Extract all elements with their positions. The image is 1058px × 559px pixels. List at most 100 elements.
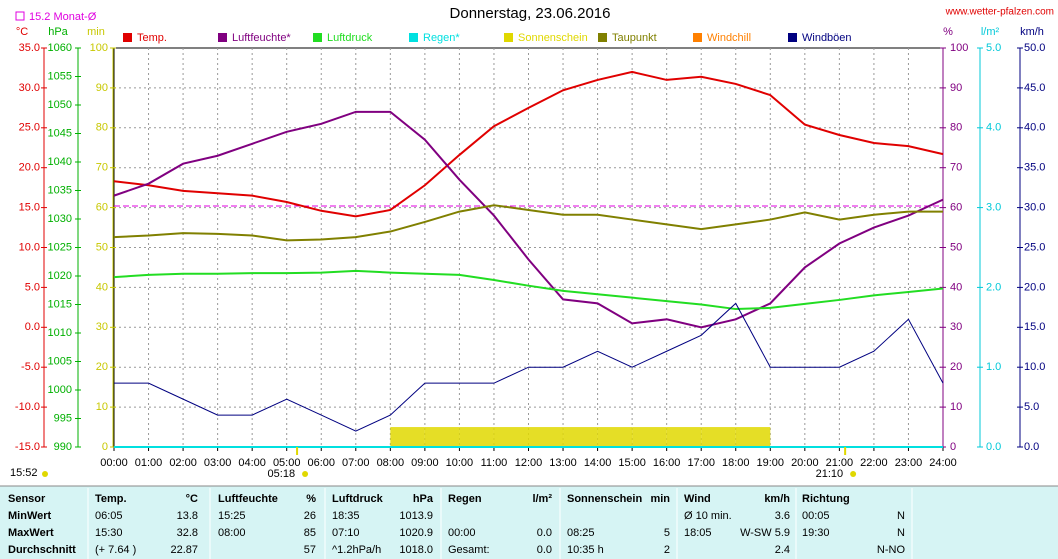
y-tick-label: 1055 (48, 70, 72, 82)
y-tick-label: 30.0 (19, 82, 40, 94)
table-header: Regen (448, 493, 482, 505)
legend-swatch (409, 33, 418, 42)
series-line (113, 110, 944, 329)
table-header: l/m² (532, 493, 552, 505)
table-cell: 2.4 (775, 544, 790, 556)
axis-unit: min (87, 26, 105, 38)
y-tick-label: 10.0 (19, 241, 40, 253)
x-tick-label: 23:00 (895, 457, 923, 469)
table-cell: ^1.2hPa/h (332, 544, 381, 556)
sun-marker (850, 471, 857, 477)
sunshine-bar (424, 427, 460, 447)
y-tick-label: 0.0 (1024, 441, 1039, 453)
table-header: Luftdruck (332, 493, 384, 505)
time-now: 15:52 (10, 467, 38, 479)
table-cell: 85 (304, 527, 316, 539)
y-tick-label: 1030 (48, 213, 72, 225)
y-tick-label: 35.0 (1024, 162, 1045, 174)
table-cell: MinWert (8, 510, 52, 522)
x-tick-label: 14:00 (584, 457, 612, 469)
axis-unit: l/m² (981, 26, 1000, 38)
y-tick-label: 20 (96, 361, 108, 373)
y-tick-label: 995 (54, 412, 72, 424)
table-header: hPa (413, 493, 434, 505)
sunshine-bar (735, 427, 771, 447)
y-tick-label: 1015 (48, 298, 72, 310)
x-tick-label: 13:00 (549, 457, 577, 469)
table-header: °C (186, 493, 198, 505)
y-tick-label: 100 (950, 42, 968, 54)
y-tick-label: 10 (950, 401, 962, 413)
x-tick-label: 10:00 (446, 457, 474, 469)
legend-swatch (693, 33, 702, 42)
y-tick-label: 50 (96, 241, 108, 253)
sunrise-label: 05:18 (268, 468, 296, 480)
y-tick-label: 4.0 (986, 122, 1001, 134)
y-tick-label: 0 (102, 441, 108, 453)
table-cell: 1018.0 (399, 544, 433, 556)
table-cell: 22.87 (170, 544, 198, 556)
y-tick-label: 1005 (48, 355, 72, 367)
table-cell: 00:05 (802, 510, 830, 522)
y-tick-label: 30 (96, 321, 108, 333)
x-tick-label: 17:00 (687, 457, 715, 469)
y-tick-label: 20.0 (19, 162, 40, 174)
sunshine-bar (666, 427, 702, 447)
sunshine-bar (701, 427, 736, 447)
x-tick-label: 03:00 (204, 457, 232, 469)
y-tick-label: 10.0 (1024, 361, 1045, 373)
table-cell: 26 (304, 510, 316, 522)
table-cell: 5 (664, 527, 670, 539)
sunshine-bar (390, 427, 425, 447)
table-cell: 15:25 (218, 510, 246, 522)
legend-label: Temp. (137, 32, 167, 44)
table-cell: 18:35 (332, 510, 360, 522)
y-tick-label: 1060 (48, 42, 72, 54)
y-tick-label: 5.0 (1024, 401, 1039, 413)
x-tick-label: 06:00 (307, 457, 335, 469)
site-link: www.wetter-pfalzen.com (945, 7, 1054, 18)
table-cell: 0.0 (537, 544, 552, 556)
table-header: Luftfeuchte (218, 493, 278, 505)
x-tick-label: 08:00 (377, 457, 405, 469)
y-tick-label: 1025 (48, 241, 72, 253)
x-tick-label: 20:00 (791, 457, 819, 469)
y-tick-label: 20.0 (1024, 281, 1045, 293)
table-cell: MaxWert (8, 527, 54, 539)
x-tick-label: 09:00 (411, 457, 439, 469)
y-tick-label: 80 (950, 122, 962, 134)
y-tick-label: 40.0 (1024, 122, 1045, 134)
x-tick-label: 18:00 (722, 457, 750, 469)
y-tick-label: 80 (96, 122, 108, 134)
y-tick-label: 70 (96, 162, 108, 174)
x-tick-label: 07:00 (342, 457, 370, 469)
y-tick-label: 15.0 (19, 202, 40, 214)
table-header: Sensor (8, 493, 46, 505)
legend-label: Luftfeuchte* (232, 32, 291, 44)
y-tick-label: 0.0 (986, 441, 1001, 453)
x-tick-label: 01:00 (135, 457, 163, 469)
table-cell: N (897, 510, 905, 522)
table-header: Temp. (95, 493, 127, 505)
y-tick-label: 990 (54, 441, 72, 453)
series-line (113, 204, 943, 242)
table-cell: 06:05 (95, 510, 123, 522)
axis-unit: °C (16, 26, 28, 38)
now-marker (42, 471, 48, 477)
y-tick-label: 0 (950, 441, 956, 453)
x-tick-label: 04:00 (238, 457, 266, 469)
y-tick-label: 3.0 (986, 202, 1001, 214)
table-cell: 3.6 (775, 510, 790, 522)
legend-swatch (123, 33, 132, 42)
x-tick-label: 11:00 (481, 457, 508, 469)
legend-swatch (313, 33, 322, 42)
y-tick-label: 25.0 (19, 122, 40, 134)
table-cell: Ø 10 min. (684, 510, 732, 522)
series-line (113, 70, 944, 218)
series-line (114, 302, 944, 432)
y-tick-label: 100 (90, 42, 108, 54)
legend-swatch (598, 33, 607, 42)
x-tick-label: 24:00 (929, 457, 957, 469)
x-tick-label: 12:00 (515, 457, 543, 469)
